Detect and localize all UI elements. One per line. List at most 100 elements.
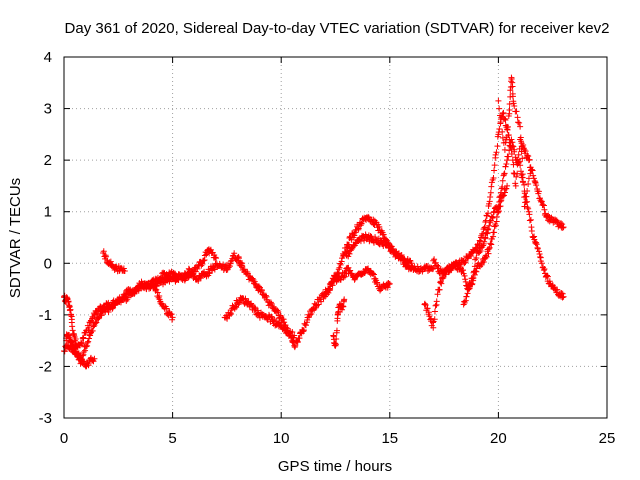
data-point [153, 282, 160, 289]
data-point [369, 270, 376, 277]
data-point [78, 340, 85, 347]
data-point [524, 152, 531, 159]
data-point [482, 224, 489, 231]
data-point [487, 189, 494, 196]
data-point [514, 119, 521, 126]
data-point [525, 157, 532, 164]
data-point [169, 314, 176, 321]
data-point [103, 253, 110, 260]
data-point [512, 182, 519, 189]
data-point [268, 314, 275, 321]
data-point [199, 261, 206, 268]
data-point [254, 307, 261, 314]
data-point [72, 336, 79, 343]
data-point [351, 232, 358, 239]
data-point [470, 274, 477, 281]
data-point [90, 323, 97, 330]
data-point [485, 210, 492, 217]
data-point [503, 185, 510, 192]
data-point [89, 315, 96, 322]
plot-frame [63, 56, 608, 419]
data-point [540, 267, 547, 274]
data-point [289, 337, 296, 344]
data-point [333, 336, 340, 343]
data-point [510, 143, 517, 150]
data-point [271, 317, 278, 324]
data-point [433, 298, 440, 305]
data-point [512, 180, 519, 187]
data-point [300, 328, 307, 335]
data-point [347, 267, 354, 274]
data-point [536, 251, 543, 258]
y-axis-label: SDTVAR / TECUs [7, 178, 24, 298]
y-tick-label: 0 [44, 255, 52, 272]
data-point [482, 219, 489, 226]
grid [64, 57, 607, 418]
data-point [430, 324, 437, 331]
data-point [294, 339, 301, 346]
data-point [209, 267, 216, 274]
data-point [521, 203, 528, 210]
data-point [527, 216, 534, 223]
data-point [241, 266, 248, 273]
data-point [462, 258, 469, 265]
data-point [533, 182, 540, 189]
data-point [436, 286, 443, 293]
data-point [528, 166, 535, 173]
data-point [78, 341, 85, 348]
data-point [185, 274, 192, 281]
data-point [482, 217, 489, 224]
data-point [494, 143, 501, 150]
data-point [510, 170, 517, 177]
data-point [80, 348, 87, 355]
data-point [486, 222, 493, 229]
data-point [84, 339, 91, 346]
data-point [287, 332, 294, 339]
data-point [318, 298, 325, 305]
data-point [374, 279, 381, 286]
y-tick-label: 2 [44, 152, 52, 169]
data-point [491, 223, 498, 230]
data-point [252, 280, 259, 287]
data-point [448, 267, 455, 274]
data-point [554, 286, 561, 293]
data-point [289, 328, 296, 335]
data-point [281, 319, 288, 326]
data-point [491, 229, 498, 236]
data-point [507, 142, 514, 149]
data-point [332, 341, 339, 348]
data-point [325, 289, 332, 296]
x-tick-label: 20 [490, 430, 507, 447]
data-point [533, 241, 540, 248]
data-point [67, 312, 74, 319]
data-point [462, 297, 469, 304]
data-point [491, 162, 498, 169]
data-point [337, 261, 344, 268]
data-point [91, 355, 98, 362]
data-point [385, 242, 392, 249]
data-point [79, 357, 86, 364]
data-point [102, 305, 109, 312]
data-point [499, 177, 506, 184]
data-point [496, 105, 503, 112]
data-point [501, 146, 508, 153]
data-point [408, 260, 415, 267]
data-point [431, 316, 438, 323]
data-point [377, 287, 384, 294]
data-point [157, 299, 164, 306]
data-point [421, 300, 428, 307]
data-point [543, 272, 550, 279]
data-point [86, 324, 93, 331]
data-point [85, 338, 92, 345]
data-point [287, 335, 294, 342]
data-point [508, 151, 515, 158]
data-point [100, 248, 107, 255]
data-point [493, 149, 500, 156]
data-point [520, 142, 527, 149]
data-point [424, 305, 431, 312]
data-point [525, 208, 532, 215]
data-point [490, 174, 497, 181]
data-points [61, 74, 567, 370]
data-point [535, 188, 542, 195]
